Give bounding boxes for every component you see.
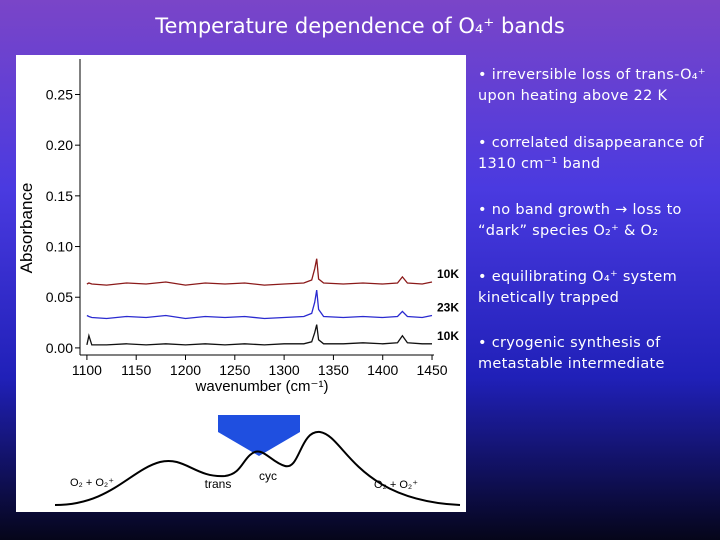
x-tick-label: 1150 bbox=[121, 362, 151, 378]
series-line bbox=[86, 289, 433, 320]
energy-curve bbox=[54, 430, 461, 506]
x-axis-label: wavenumber (cm⁻¹) bbox=[195, 378, 329, 395]
x-tick-label: 1200 bbox=[170, 362, 201, 378]
y-tick-label: 0.00 bbox=[46, 340, 73, 356]
y-axis-label: Absorbance bbox=[17, 183, 36, 274]
figure-panel: Absorbance wavenumber (cm⁻¹) O₂ + O₂⁺ tr… bbox=[16, 55, 466, 512]
series-label: 10K bbox=[437, 329, 459, 343]
y-tick-label: 0.20 bbox=[46, 137, 73, 153]
series-label: 23K bbox=[437, 300, 459, 314]
slide-title: Temperature dependence of O₄⁺ bands bbox=[155, 14, 565, 38]
x-tick-label: 1450 bbox=[416, 362, 447, 378]
arrow bbox=[218, 415, 300, 456]
diagram-label: O₂ + O₂⁺ bbox=[374, 479, 418, 491]
bullet: correlated disappearance of 1310 cm⁻¹ ba… bbox=[478, 133, 716, 175]
diagram-label: O₂ + O₂⁺ bbox=[70, 477, 114, 489]
chart: Absorbance wavenumber (cm⁻¹) O₂ + O₂⁺ tr… bbox=[17, 59, 461, 506]
bullet: equilibrating O₄⁺ system kinetically tra… bbox=[478, 267, 716, 309]
bullet: cryogenic synthesis of metastable interm… bbox=[478, 333, 716, 375]
y-tick-label: 0.25 bbox=[46, 86, 73, 102]
y-tick-label: 0.05 bbox=[46, 289, 73, 305]
x-tick-label: 1250 bbox=[219, 362, 250, 378]
x-tick-label: 1400 bbox=[367, 362, 398, 378]
x-tick-label: 1350 bbox=[318, 362, 349, 378]
y-tick-label: 0.10 bbox=[46, 239, 73, 255]
diagram-label: cyc bbox=[259, 469, 277, 483]
series-line bbox=[86, 324, 432, 346]
series-label: 10K bbox=[437, 267, 459, 281]
x-tick-label: 1300 bbox=[269, 362, 300, 378]
bullet: no band growth → loss to “dark” species … bbox=[478, 200, 716, 242]
bullet: irreversible loss of trans-O₄⁺ upon heat… bbox=[478, 65, 716, 107]
y-tick-label: 0.15 bbox=[46, 188, 73, 204]
diagram-label: trans bbox=[205, 477, 232, 491]
x-tick-label: 1100 bbox=[72, 362, 102, 378]
series-line bbox=[86, 258, 433, 286]
